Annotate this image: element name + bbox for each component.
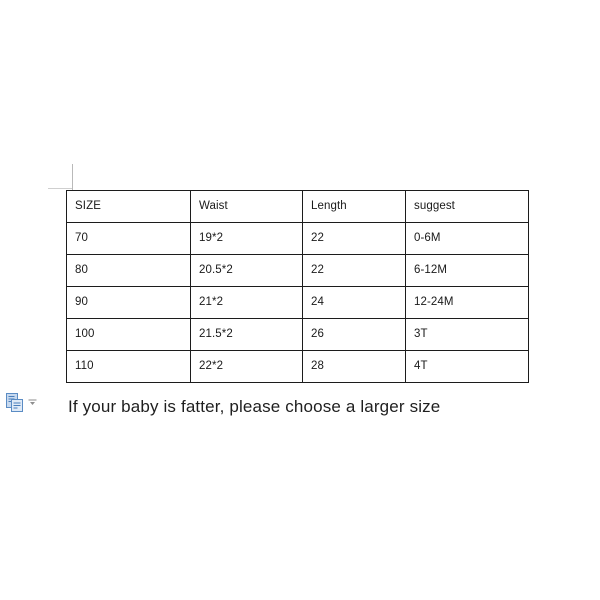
table-row: 90 21*2 24 12-24M <box>66 286 529 319</box>
paste-options-icon[interactable] <box>6 393 23 412</box>
cell-waist: 22*2 <box>190 350 303 383</box>
table-row: 100 21.5*2 26 3T <box>66 318 529 351</box>
table-header-row: SIZE Waist Length suggest <box>66 190 529 223</box>
left-margin-rule-mark <box>48 188 72 189</box>
cell-length: 22 <box>302 254 406 287</box>
cell-size: 80 <box>66 254 191 287</box>
cell-suggest: 0-6M <box>405 222 529 255</box>
column-header-size: SIZE <box>66 190 191 223</box>
cell-suggest: 12-24M <box>405 286 529 319</box>
cell-length: 28 <box>302 350 406 383</box>
cell-waist: 19*2 <box>190 222 303 255</box>
table-row: 70 19*2 22 0-6M <box>66 222 529 255</box>
cell-size: 110 <box>66 350 191 383</box>
cell-waist: 21*2 <box>190 286 303 319</box>
cell-waist: 20.5*2 <box>190 254 303 287</box>
table-row: 110 22*2 28 4T <box>66 350 529 383</box>
cell-size: 70 <box>66 222 191 255</box>
cell-length: 22 <box>302 222 406 255</box>
cell-waist: 21.5*2 <box>190 318 303 351</box>
table-row: 80 20.5*2 22 6-12M <box>66 254 529 287</box>
cell-size: 90 <box>66 286 191 319</box>
column-header-suggest: suggest <box>405 190 529 223</box>
cell-size: 100 <box>66 318 191 351</box>
dropdown-caret-icon[interactable] <box>28 398 37 407</box>
column-header-waist: Waist <box>190 190 303 223</box>
size-advice-caption: If your baby is fatter, please choose a … <box>68 397 441 416</box>
cell-suggest: 6-12M <box>405 254 529 287</box>
cell-suggest: 4T <box>405 350 529 383</box>
table-move-handle-mark <box>72 164 73 190</box>
column-header-length: Length <box>302 190 406 223</box>
cell-length: 24 <box>302 286 406 319</box>
size-chart-table: SIZE Waist Length suggest 70 19*2 22 0-6… <box>66 190 529 383</box>
paste-options-button[interactable] <box>6 393 37 412</box>
cell-suggest: 3T <box>405 318 529 351</box>
size-chart-table-container: SIZE Waist Length suggest 70 19*2 22 0-6… <box>66 190 529 383</box>
cell-length: 26 <box>302 318 406 351</box>
